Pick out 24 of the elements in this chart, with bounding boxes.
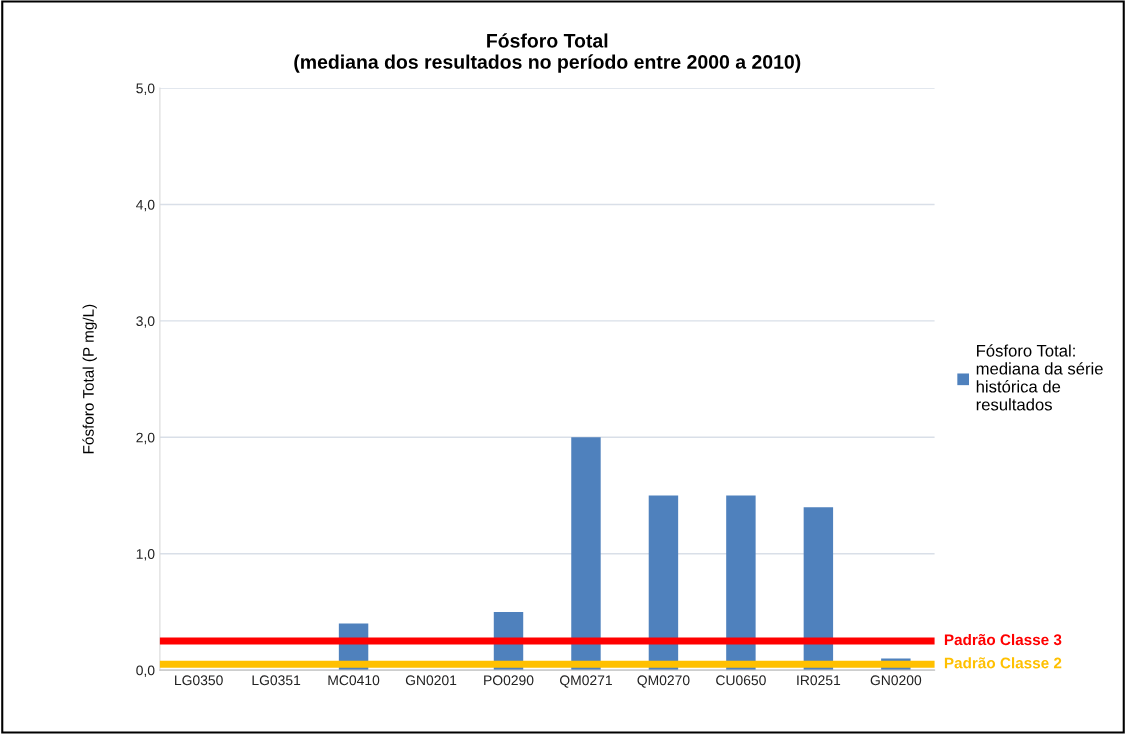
y-axis-title: Fósforo Total (P mg/L)	[82, 304, 97, 454]
x-tick-label: PO0290	[484, 675, 534, 686]
x-tick-label: GN0200	[870, 675, 922, 686]
x-tick-label: GN0201	[405, 675, 457, 686]
ref-line-label: Padrão Classe 2	[944, 657, 1062, 669]
y-tick-label: 5,0	[136, 83, 155, 95]
legend-label: Fósforo Total: mediana da série histórica de resultados	[976, 344, 1103, 411]
x-tick-label: QM0270	[637, 675, 690, 688]
chart-title: Fósforo Total (mediana dos resultados no período entre 2000 a 2010)	[294, 33, 801, 73]
y-tick-label: 3,0	[136, 316, 155, 328]
y-tick-label: 2,0	[136, 432, 155, 445]
y-tick-label: 0,0	[136, 665, 155, 677]
x-tick-label: QM0271	[559, 675, 612, 688]
x-tick-label: IR0251	[797, 675, 841, 686]
x-tick-label: MC0410	[328, 675, 380, 686]
x-tick-label: CU0650	[716, 675, 766, 686]
bar	[726, 495, 756, 671]
ref-line-label: Padrão Classe 3	[944, 633, 1062, 646]
bar	[648, 495, 679, 671]
y-tick-label: 4,0	[136, 199, 155, 212]
y-tick-label: 1,0	[136, 549, 155, 561]
x-tick-label: LG0351	[252, 675, 301, 686]
bar	[571, 437, 601, 671]
x-tick-label: LG0350	[175, 675, 223, 686]
